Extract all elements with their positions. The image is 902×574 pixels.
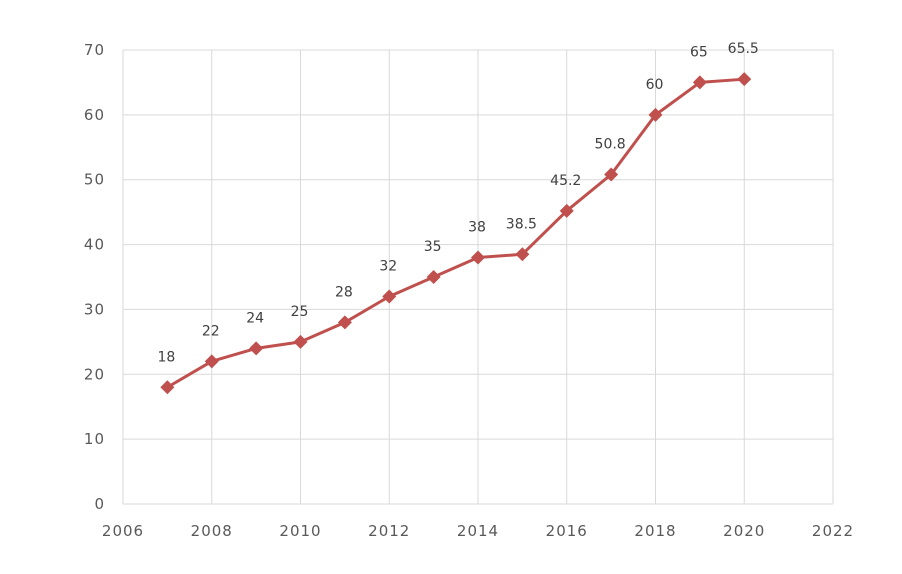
data-label: 45.2	[550, 173, 581, 189]
data-label: 35	[424, 239, 442, 255]
y-tick-label: 30	[84, 300, 105, 318]
data-label: 38.5	[506, 216, 537, 232]
data-label: 65.5	[728, 41, 759, 57]
x-tick-label: 2008	[191, 522, 233, 540]
data-point	[515, 247, 530, 262]
data-point	[160, 380, 175, 395]
y-tick-label: 70	[84, 41, 105, 59]
x-tick-label: 2014	[457, 522, 499, 540]
y-tick-label: 20	[84, 365, 105, 383]
x-tick-label: 2010	[279, 522, 321, 540]
x-tick-label: 2018	[634, 522, 676, 540]
data-label: 38	[468, 220, 486, 236]
data-label: 60	[646, 77, 664, 93]
y-tick-label: 10	[84, 430, 105, 448]
gridlines	[122, 49, 834, 505]
data-point	[426, 270, 441, 284]
x-tick-label: 2022	[812, 522, 854, 540]
x-tick-label: 2020	[723, 522, 765, 540]
data-label: 65	[690, 44, 708, 60]
x-tick-label: 2016	[546, 522, 588, 540]
x-axis-tick-labels: 2006 2008 2010 2012 2014 2016 2018 2020 2022	[102, 522, 854, 540]
data-labels: 18 22 24 25 28 32 35 38 38.5 45.2 50.8 60 65 65.5	[157, 41, 758, 365]
y-tick-label: 0	[94, 495, 105, 513]
y-tick-label: 60	[84, 106, 105, 124]
x-tick-label: 2006	[102, 522, 144, 540]
data-point	[604, 167, 619, 182]
data-point	[737, 72, 752, 87]
series-line	[166, 77, 745, 389]
data-label: 28	[335, 284, 353, 300]
y-tick-label: 40	[84, 236, 105, 254]
data-point	[382, 289, 397, 304]
series-group	[160, 72, 752, 395]
data-point	[249, 341, 264, 356]
y-axis-tick-labels: 0 10 20 30 40 50 60 70	[84, 41, 105, 513]
data-point	[559, 203, 574, 218]
data-label: 25	[291, 304, 309, 320]
data-label: 22	[202, 323, 220, 339]
data-point	[471, 250, 485, 265]
data-label: 50.8	[595, 137, 626, 153]
data-label: 32	[379, 258, 397, 274]
data-label: 24	[246, 310, 264, 326]
data-label: 18	[157, 349, 175, 365]
data-point	[293, 334, 308, 349]
data-point	[337, 315, 352, 330]
x-tick-label: 2012	[368, 522, 410, 540]
y-tick-label: 50	[84, 171, 105, 189]
data-point	[204, 354, 219, 369]
data-point	[648, 107, 663, 122]
data-point	[692, 75, 707, 90]
